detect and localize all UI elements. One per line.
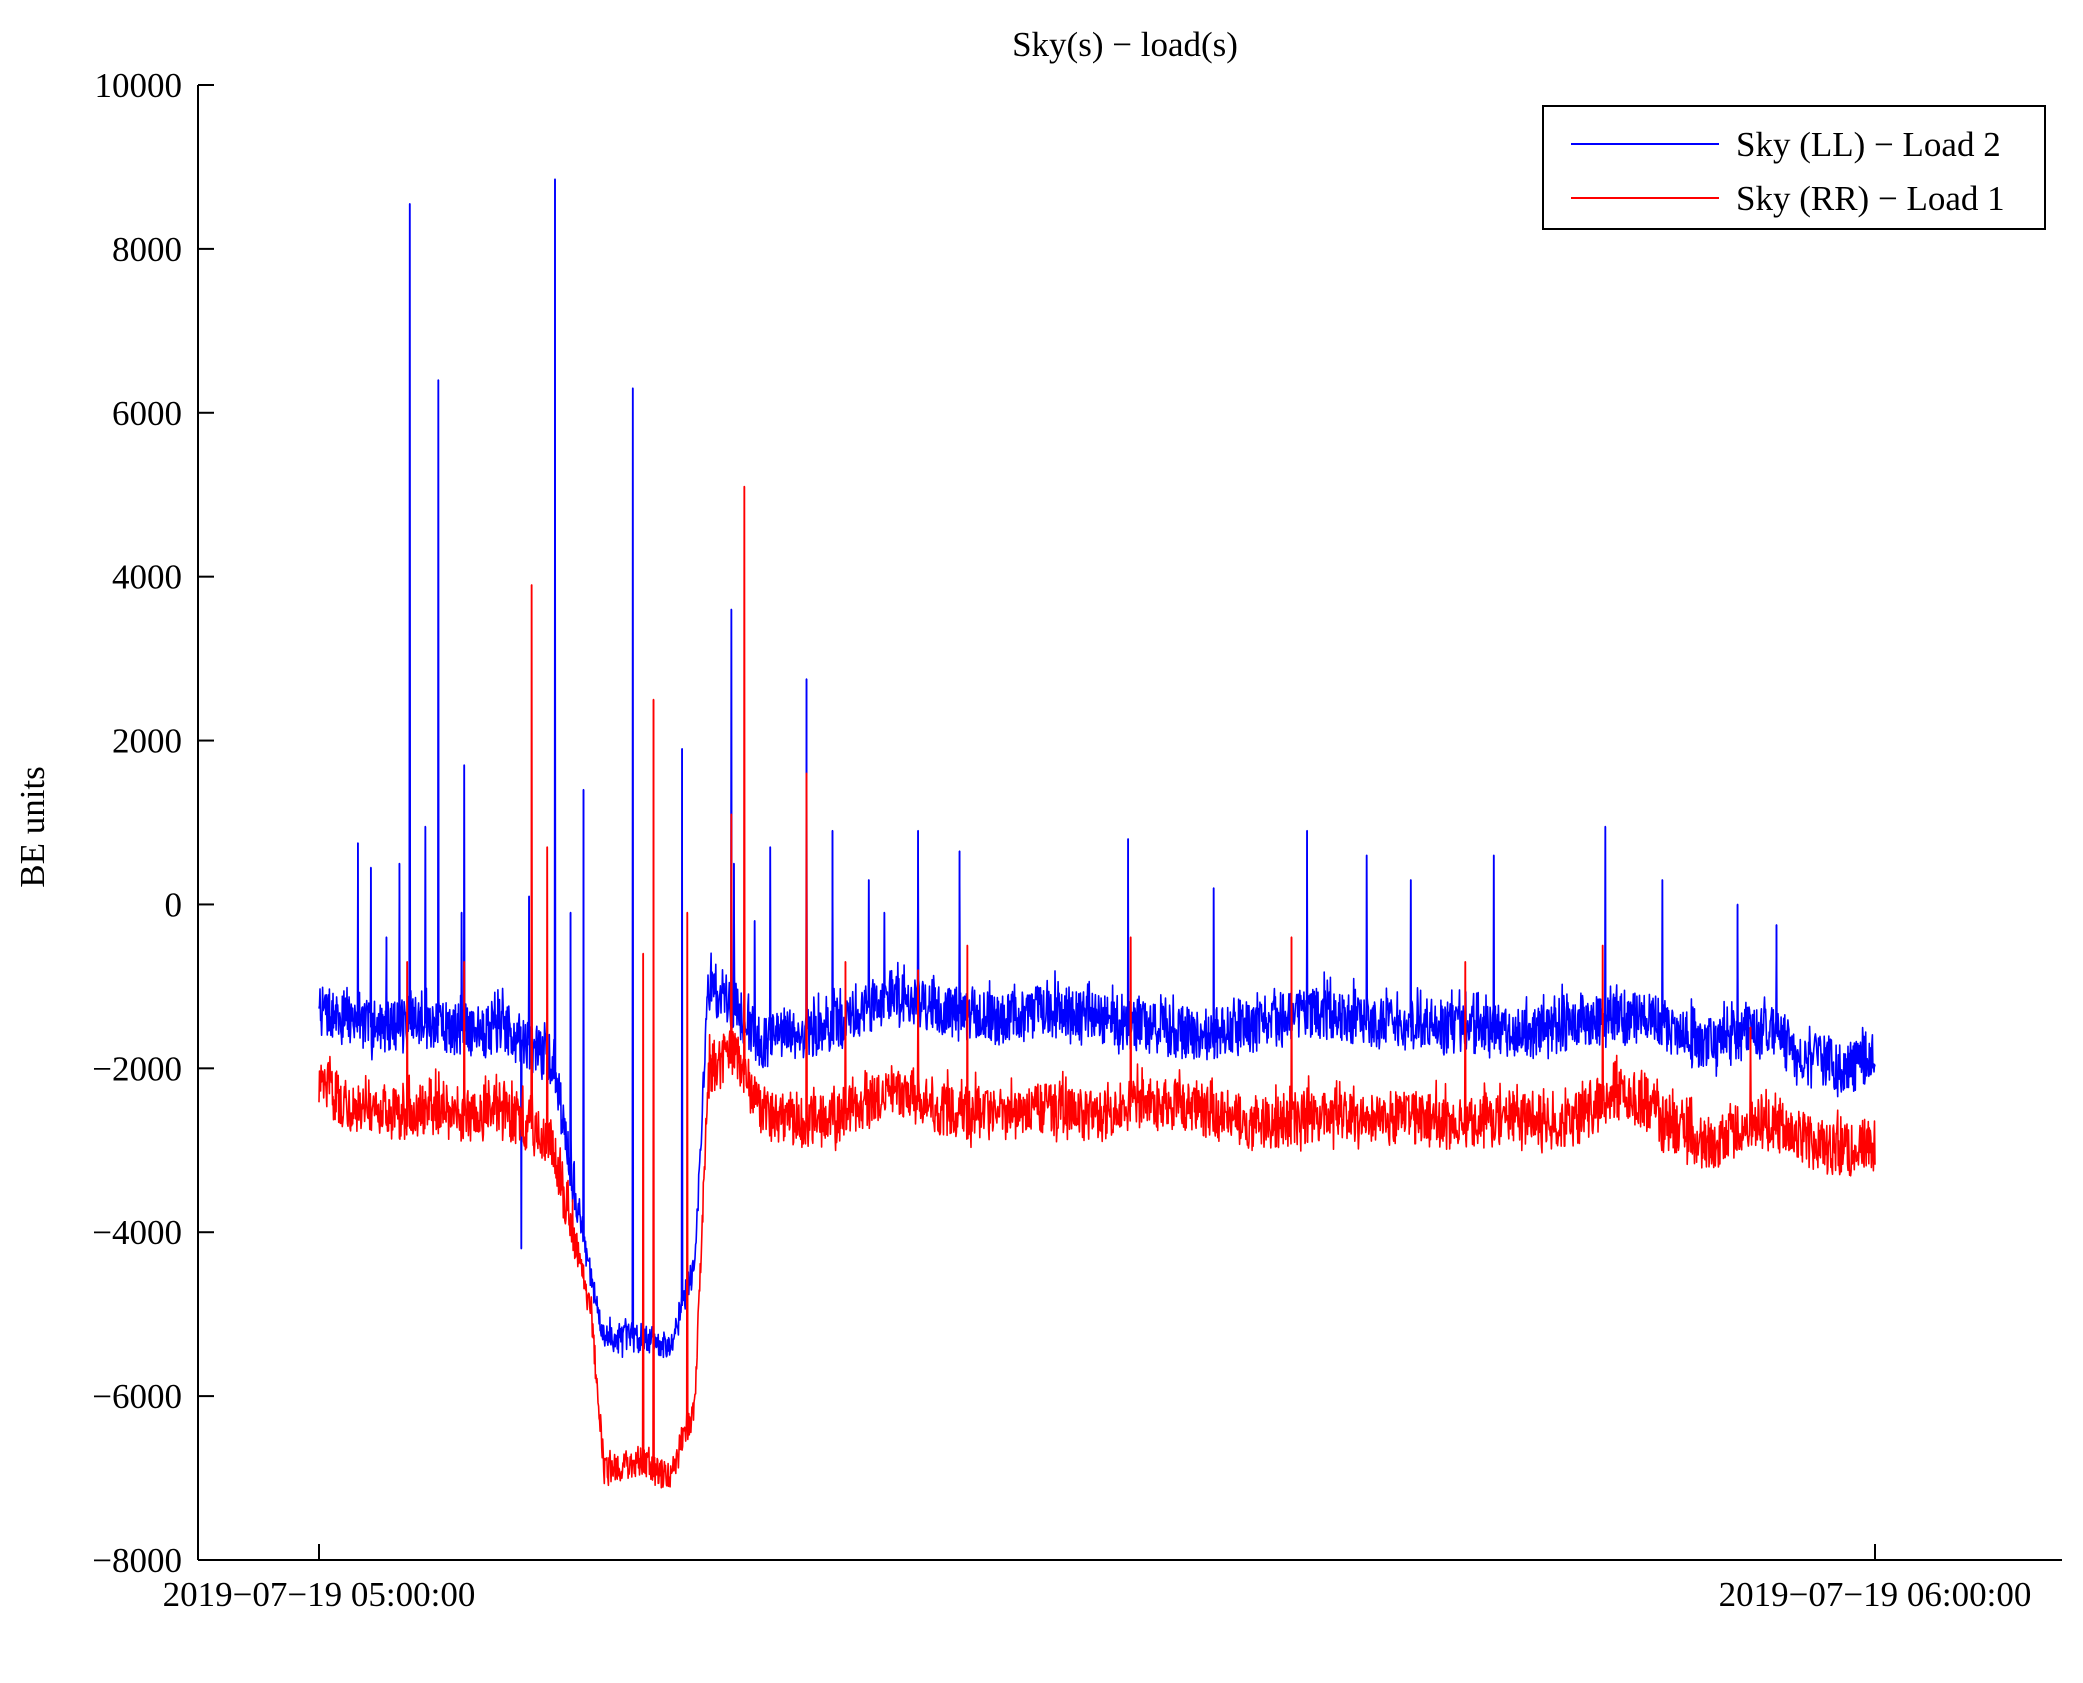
y-tick-label: 0 <box>165 885 183 924</box>
series-line-1 <box>318 178 1876 1359</box>
legend-label-1: Sky (LL) − Load 2 <box>1736 125 2001 164</box>
y-axis-label: BE units <box>13 766 52 888</box>
y-tick-label: 10000 <box>95 66 183 105</box>
series-line-2 <box>318 485 1876 1489</box>
y-tick-label: −4000 <box>92 1213 182 1252</box>
legend: Sky (LL) − Load 2 Sky (RR) − Load 1 <box>1542 105 2046 230</box>
legend-box <box>1542 105 2046 230</box>
y-tick-label: −2000 <box>92 1049 182 1088</box>
chart-title: Sky(s) − load(s) <box>1012 25 1238 64</box>
y-tick-label: −8000 <box>92 1541 182 1580</box>
y-tick-label: 2000 <box>112 722 182 761</box>
y-tick-label: −6000 <box>92 1377 182 1416</box>
y-tick-label: 6000 <box>112 394 182 433</box>
x-tick-label: 2019−07−19 05:00:00 <box>163 1575 476 1614</box>
plot-area <box>318 178 1876 1489</box>
legend-label-2: Sky (RR) − Load 1 <box>1736 179 2005 218</box>
y-tick-label: 8000 <box>112 230 182 269</box>
x-tick-label: 2019−07−19 06:00:00 <box>1719 1575 2032 1614</box>
y-tick-label: 4000 <box>112 558 182 597</box>
axes: 10000 8000 6000 4000 2000 0 −2000 −4000 −6000 −80… <box>92 66 2062 1614</box>
